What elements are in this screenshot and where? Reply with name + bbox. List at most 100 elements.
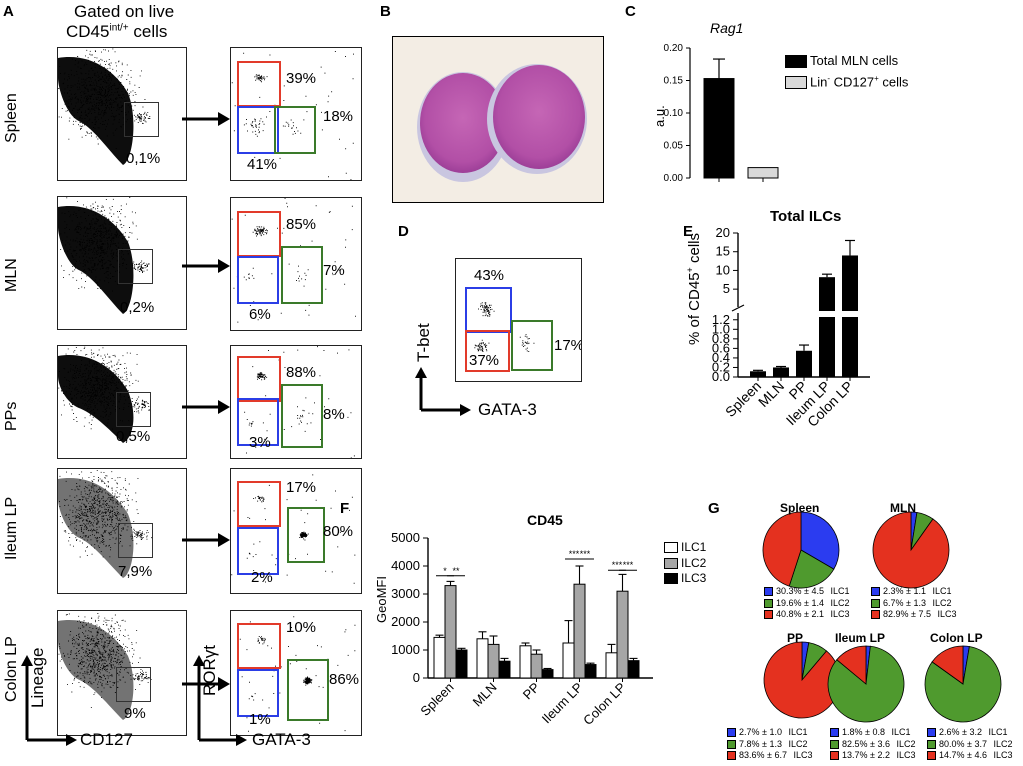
pie-legend-row: 83.6% ± 6.7 ILC3 [727, 750, 813, 762]
legend-label: ILC3 [681, 571, 707, 585]
chart-e-ytick-label: 0.6 [712, 340, 730, 355]
chart-c: 0.00 0.05 0.10 0.15 0.20 [664, 43, 779, 184]
legend-swatch-grey [785, 76, 807, 90]
gate-green-gata3 [287, 659, 329, 721]
chart-f-ytick-label: 0 [413, 670, 420, 685]
red-gate-percent: 17% [286, 479, 317, 496]
chart-f-xtick-label: Colon LP [580, 680, 628, 728]
chart-f-bar [519, 645, 532, 679]
pie-legend-value: 40.8% ± 2.1 [776, 609, 824, 619]
chart-f-bar [487, 643, 500, 679]
panel-d-gate-red [465, 330, 510, 372]
legend-swatch [664, 573, 678, 585]
pie-legend-value: 82.9% ± 7.5 [883, 609, 931, 619]
panel-c-letter: C [625, 3, 636, 20]
pie-title: Ileum LP [835, 631, 886, 645]
chart-f-ytick-label: 5000 [391, 530, 420, 545]
pie-legend-row: 14.7% ± 4.6 ILC3 [927, 750, 1013, 762]
gate-blue-dn [237, 527, 279, 575]
chart-e-bar-break [841, 311, 859, 317]
chart-f-xtick-label: Ileum LP [539, 680, 586, 727]
chart-f-bar [627, 660, 640, 679]
chart-e-axis-break [731, 304, 745, 312]
pie-legend-row: 1.8% ± 0.8 ILC1 [830, 727, 916, 739]
pie-legend-swatch [927, 728, 936, 738]
pie-legend-swatch [764, 587, 773, 597]
chart-f-bar [455, 649, 468, 679]
left-dot-plot-scatter [58, 48, 151, 165]
pie-legend-row: 13.7% ± 2.2 ILC3 [830, 750, 916, 762]
pie-legend-value: 82.5% ± 3.6 [842, 738, 890, 749]
gate-blue-dn [237, 398, 279, 446]
panel-d-green-pct: 17% [554, 337, 582, 354]
left-dot-plot-scatter [58, 613, 152, 720]
chart-f-xtick-label: PP [520, 680, 543, 703]
pie-legend-row: 82.9% ± 7.5 ILC3 [871, 609, 957, 621]
pie-legend: 30.3% ± 4.5 ILC1 19.6% ± 1.4 ILC2 40.8% ± … [764, 586, 850, 621]
gate-red-rorgt [237, 481, 281, 527]
pie-chart [924, 645, 1002, 723]
panel-d-gate-green [511, 320, 553, 371]
right-dot-plot-scatter [231, 474, 356, 584]
pie-chart [763, 641, 841, 719]
chart-c-bar [747, 167, 779, 179]
pie-legend-value: 2.6% ± 3.2 [939, 727, 982, 737]
chart-f-bar [605, 652, 618, 679]
chart-e-ytick-label: 15 [716, 244, 730, 259]
chart-e-xtick-label: MLN [755, 378, 787, 410]
pie-legend-row: 82.5% ± 3.6 ILC2 [830, 739, 916, 751]
left-dot-plot-scatter [58, 470, 152, 578]
chart-f-ytick-label: 4000 [391, 558, 420, 573]
pie-legend-row: 7.8% ± 1.3 ILC2 [727, 739, 813, 751]
panel-d-red-pct: 37% [469, 352, 500, 369]
pie-legend-swatch [727, 751, 736, 761]
pie-legend-swatch [764, 610, 773, 620]
pie-legend-swatch [727, 739, 736, 749]
pie-legend-swatch [871, 587, 880, 597]
pie-legend-value: 19.6% ± 1.4 [776, 597, 824, 608]
panel-d-y-label: T-bet [414, 323, 433, 362]
chart-f-ytick-label: 1000 [391, 642, 420, 657]
pie-legend: 2.6% ± 3.2 ILC1 80.0% ± 3.7 ILC2 14.7% ± 4… [927, 727, 1013, 762]
red-gate-percent: 85% [286, 216, 317, 233]
green-gate-percent: 18% [323, 108, 354, 125]
right-dot-plot-scatter [231, 198, 356, 323]
chart-e-bar [773, 367, 789, 377]
pie-title: Spleen [780, 501, 820, 515]
blue-gate-percent: 1% [249, 711, 271, 728]
panel-e-letter: E [683, 223, 694, 240]
pie-slice [836, 645, 867, 685]
right-dot-plot: 85% 6% 7% [230, 197, 362, 331]
chart-e-ytick-label: 0.2 [712, 359, 730, 374]
chart-e-bar-break [818, 311, 836, 317]
right-dot-plot: 39% 41% 18% [230, 47, 362, 181]
chart-f-xtick-label: Spleen [417, 680, 456, 719]
legend-label: ILC2 [681, 555, 707, 570]
gate-percent: 0,2% [120, 299, 155, 316]
pie-legend-value: 13.7% ± 2.2 [842, 750, 890, 760]
gate-arrow [182, 677, 230, 691]
red-gate-percent: 10% [286, 619, 317, 636]
pie-legend-swatch [830, 751, 839, 761]
pie-legend-swatch [764, 598, 773, 608]
right-dot-plot: 10% 1% 86% [230, 610, 362, 736]
panel-a-x-label-gata3: GATA-3 [252, 730, 311, 749]
left-dot-plot: 0,5% [57, 345, 187, 459]
pie-legend-label: ILC3 [937, 609, 957, 619]
pie-legend-value: 1.8% ± 0.8 [842, 727, 885, 737]
chart-e-ytick-label: 1.0 [712, 321, 730, 336]
pie-slice [788, 549, 835, 589]
chart-e-bar [750, 371, 766, 377]
pie-legend-label: ILC3 [830, 609, 850, 619]
chart-f-significance-label: *** [623, 560, 634, 570]
green-gate-percent: 7% [323, 262, 345, 279]
pie-legend-label: ILC1 [988, 727, 1008, 737]
chart-f-ytick-label: 2000 [391, 614, 420, 629]
right-dot-plot: 17% 2% 80% [230, 468, 362, 594]
pie-chart [762, 511, 840, 589]
gate-blue-dn [237, 256, 279, 304]
pie-legend-label: ILC1 [932, 586, 952, 596]
pie-legend-label: ILC3 [896, 750, 916, 760]
legend-swatch-black [785, 55, 807, 69]
